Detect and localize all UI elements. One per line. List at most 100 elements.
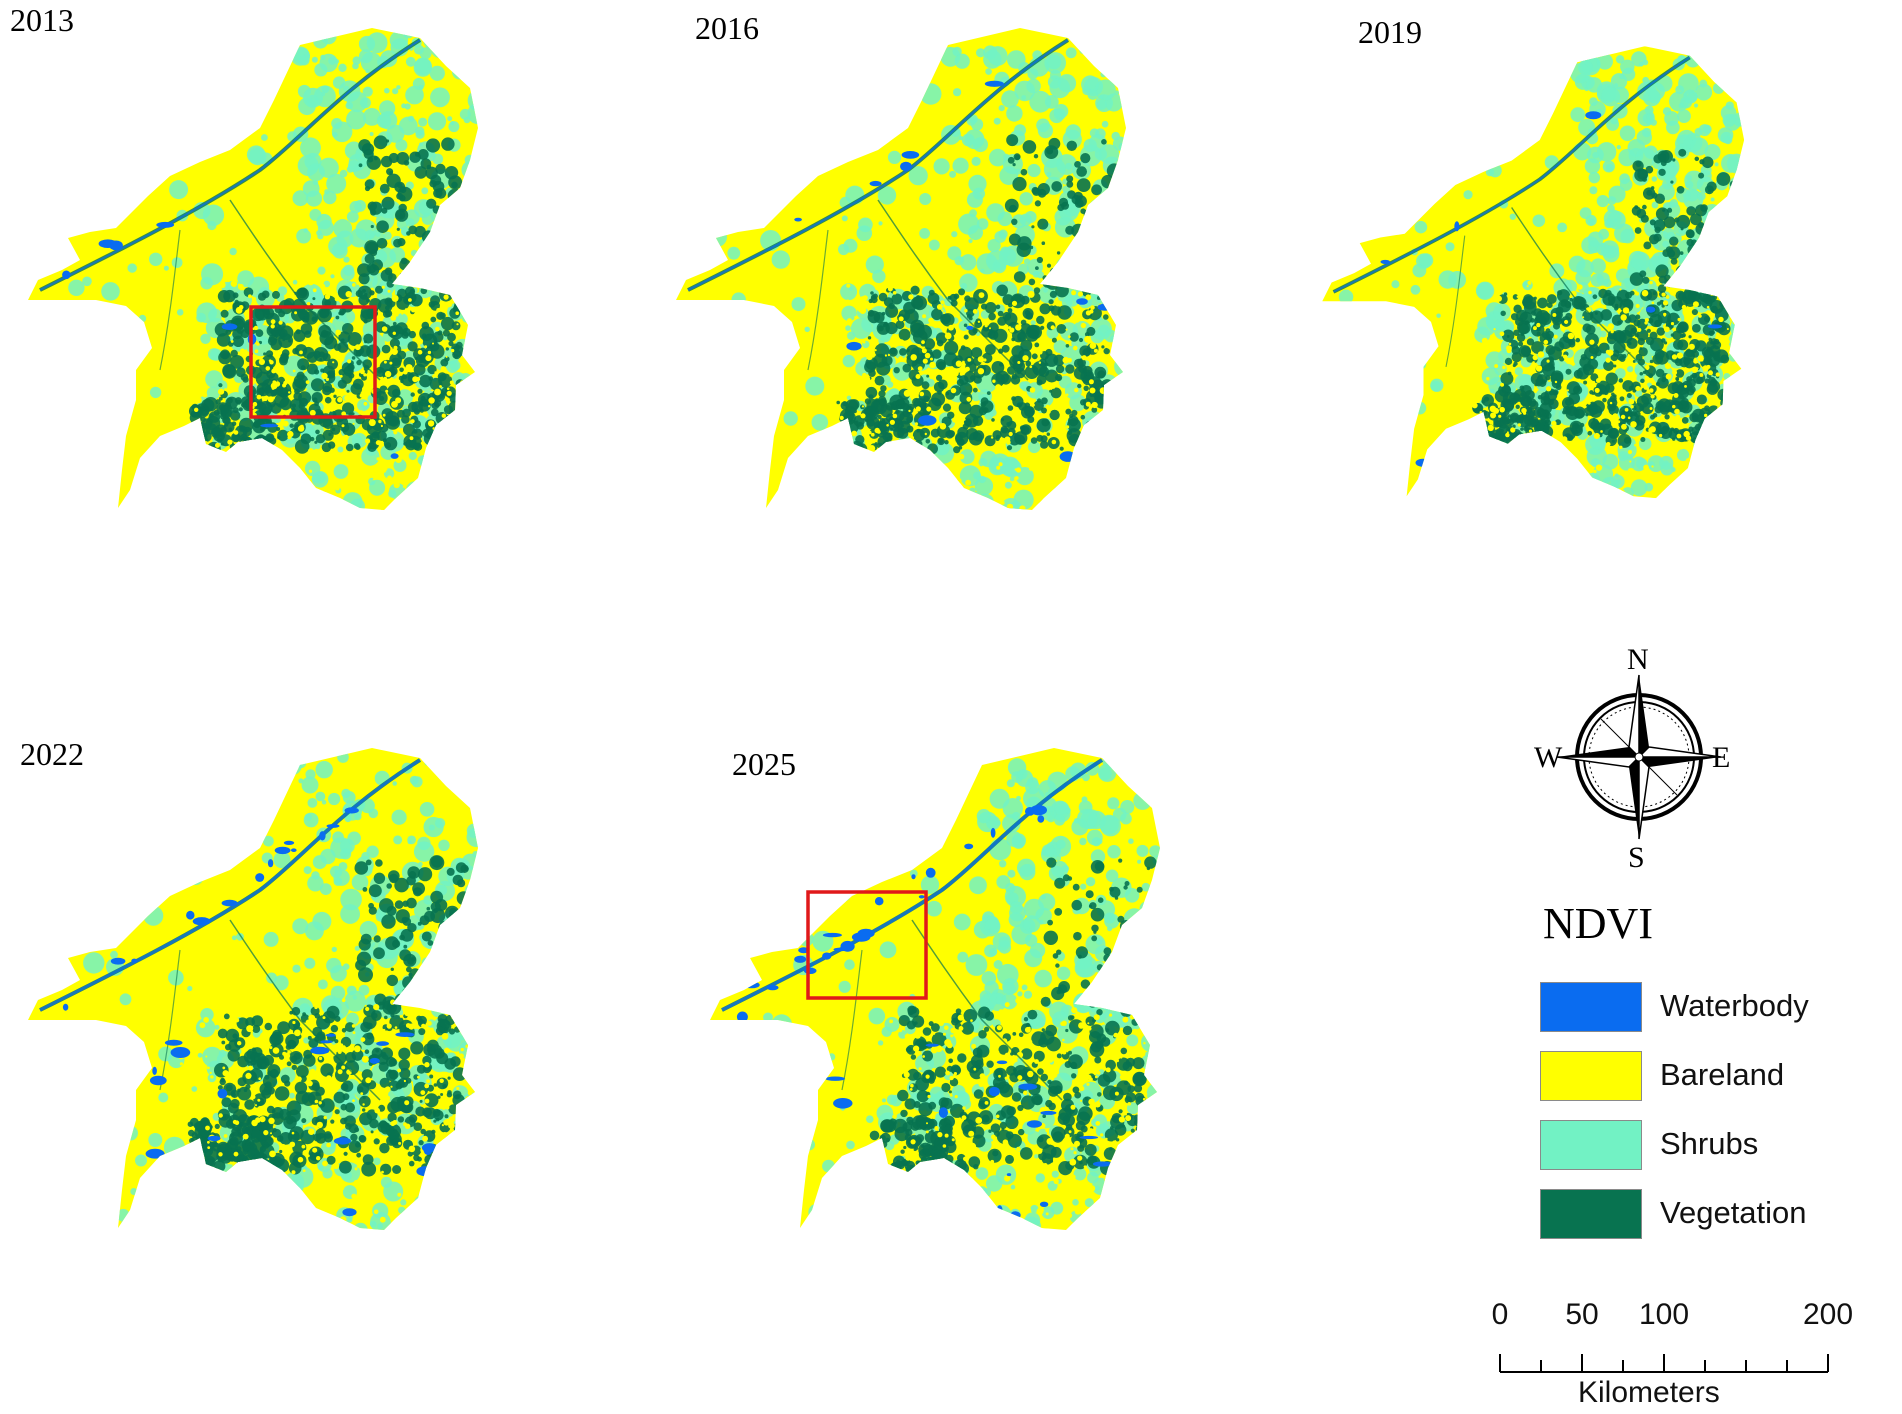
bareland-speck: [1544, 464, 1548, 469]
vegetation-patch: [300, 365, 306, 370]
shrubs-patch: [343, 256, 350, 263]
vegetation-patch: [1477, 420, 1490, 433]
shrubs-patch: [844, 140, 853, 149]
shrubs-patch: [676, 500, 686, 510]
bareland-speck: [460, 407, 464, 411]
vegetation-patch: [413, 442, 423, 451]
vegetation-patch: [968, 316, 973, 321]
vegetation-patch: [885, 304, 899, 318]
vegetation-patch: [364, 253, 375, 264]
vegetation-patch: [223, 289, 236, 303]
vegetation-patch: [1065, 364, 1075, 374]
shrubs-patch: [214, 1024, 220, 1030]
vegetation-patch: [227, 1049, 240, 1062]
vegetation-patch: [1066, 175, 1074, 183]
bareland-speck: [986, 430, 991, 435]
shrubs-patch: [121, 790, 132, 801]
vegetation-patch: [1731, 231, 1736, 236]
shrubs-patch: [1380, 170, 1401, 191]
vegetation-patch: [1512, 294, 1519, 300]
shrubs-patch: [1114, 90, 1120, 95]
bareland-speck: [1537, 351, 1545, 358]
vegetation-patch: [1013, 153, 1021, 161]
vegetation-patch: [1710, 280, 1724, 293]
vegetation-patch: [1613, 341, 1626, 354]
shrubs-patch: [461, 232, 471, 242]
shrubs-patch: [312, 179, 319, 186]
vegetation-patch: [1639, 371, 1644, 376]
bareland-speck: [1728, 449, 1733, 454]
shrubs-patch: [108, 883, 121, 896]
shrubs-patch: [1095, 468, 1118, 491]
shrubs-patch: [920, 83, 942, 105]
shrubs-patch: [135, 1154, 147, 1167]
bareland-speck: [1692, 301, 1699, 308]
vegetation-patch: [1703, 357, 1712, 365]
bareland-speck: [1063, 485, 1070, 492]
shrubs-patch: [369, 479, 386, 496]
shrubs-patch: [1719, 229, 1726, 237]
shrubs-patch: [237, 483, 243, 489]
bareland-speck: [1065, 328, 1068, 331]
bareland-speck: [449, 374, 452, 377]
shrubs-patch: [84, 65, 91, 72]
bareland-speck: [409, 465, 415, 471]
vegetation-patch: [1037, 188, 1047, 198]
bareland-speck: [427, 420, 435, 427]
shrubs-patch: [202, 1046, 223, 1067]
shrubs-patch: [1630, 479, 1648, 496]
vegetation-patch: [1034, 200, 1041, 207]
bareland-speck: [1089, 427, 1092, 430]
vegetation-patch: [453, 420, 459, 426]
vegetation-patch: [1553, 390, 1558, 395]
vegetation-patch: [1041, 418, 1050, 427]
shrubs-patch: [31, 340, 38, 347]
shrubs-patch: [1378, 46, 1391, 57]
shrubs-patch: [330, 865, 343, 878]
vegetation-patch: [1607, 428, 1619, 439]
bareland-speck: [434, 371, 437, 374]
shrubs-patch: [1738, 317, 1745, 329]
vegetation-patch: [980, 401, 987, 408]
vegetation-patch: [1011, 218, 1018, 225]
shrubs-patch: [676, 251, 698, 273]
shrubs-patch: [1726, 484, 1735, 493]
bareland-speck: [238, 305, 244, 310]
vegetation-patch: [385, 415, 401, 430]
vegetation-patch: [848, 399, 860, 410]
bareland-speck: [372, 478, 376, 481]
shrubs-patch: [1489, 388, 1495, 394]
vegetation-patch: [381, 344, 391, 354]
vegetation-patch: [277, 429, 289, 442]
bareland-speck: [341, 411, 347, 417]
vegetation-patch: [399, 258, 411, 271]
shrubs-patch: [413, 58, 432, 77]
shrubs-patch: [901, 446, 917, 462]
shrubs-patch: [1494, 136, 1500, 142]
vegetation-patch: [1607, 330, 1617, 340]
vegetation-patch: [1617, 434, 1632, 448]
shrubs-patch: [1014, 80, 1035, 102]
vegetation-patch: [434, 971, 444, 982]
bareland-speck: [1699, 372, 1704, 377]
bareland-speck: [335, 329, 342, 336]
bareland-speck: [395, 397, 402, 404]
vegetation-patch: [240, 445, 245, 450]
shrubs-patch: [413, 841, 435, 862]
bareland-speck: [1493, 338, 1496, 341]
vegetation-patch: [425, 138, 441, 153]
vegetation-patch: [1481, 409, 1488, 416]
bareland-speck: [184, 312, 190, 318]
shrubs-patch: [82, 276, 92, 287]
bareland-speck: [240, 442, 243, 445]
shrubs-patch: [829, 129, 844, 144]
shrubs-patch: [880, 81, 897, 98]
shrubs-patch: [1328, 221, 1340, 234]
vegetation-patch: [431, 408, 439, 417]
vegetation-patch: [1594, 311, 1598, 315]
shrubs-patch: [683, 56, 695, 69]
vegetation-patch: [414, 166, 428, 179]
vegetation-patch: [257, 292, 267, 301]
shrubs-patch: [83, 952, 105, 974]
shrubs-patch: [1090, 222, 1100, 233]
